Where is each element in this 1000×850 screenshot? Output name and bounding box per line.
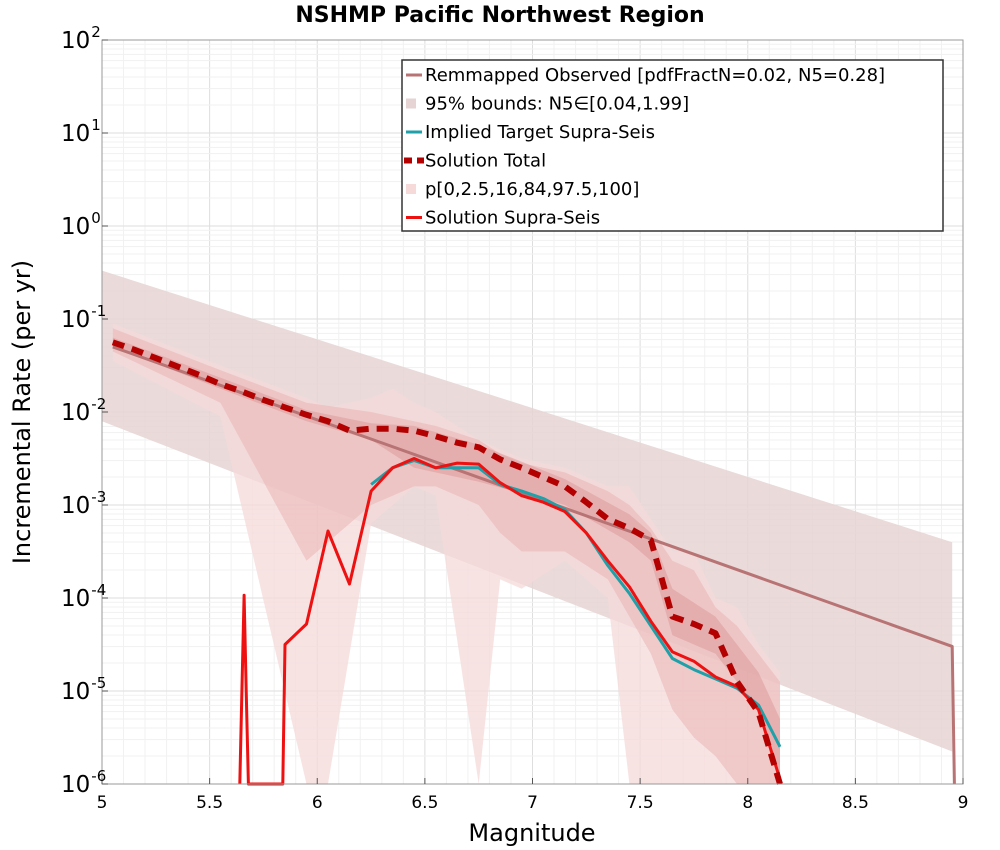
legend-label-supra: Solution Supra-Seis bbox=[425, 208, 600, 229]
x-tick-label: 7.5 bbox=[627, 793, 654, 813]
band-percentile-mid bbox=[112, 328, 781, 784]
x-tick-label: 5.5 bbox=[196, 793, 223, 813]
band-percentile-inner bbox=[112, 337, 781, 775]
x-tick-label: 6 bbox=[312, 793, 323, 813]
legend-label-total: Solution Total bbox=[425, 151, 546, 172]
y-axis-label: Incremental Rate (per yr) bbox=[8, 260, 36, 564]
legend-box bbox=[401, 59, 944, 232]
x-tick-label: 8 bbox=[742, 793, 753, 813]
x-tick-label: 8.5 bbox=[842, 793, 869, 813]
series-lines bbox=[111, 339, 956, 786]
x-tick-label: 9 bbox=[958, 793, 969, 813]
y-tick-label: 10-4 bbox=[61, 581, 106, 612]
x-axis-label: Magnitude bbox=[468, 819, 595, 847]
y-tick-label: 10-1 bbox=[61, 302, 106, 333]
legend-swatch-percentile bbox=[406, 184, 416, 194]
bands bbox=[102, 270, 953, 784]
x-tick-label: 5 bbox=[97, 793, 108, 813]
series-observed bbox=[112, 345, 956, 785]
y-tick-label: 10-3 bbox=[61, 488, 106, 519]
legend-label-bounds95: 95% bounds: N5∈[0.04,1.99] bbox=[425, 94, 689, 115]
series-solution-total bbox=[111, 339, 783, 785]
legend: Remmapped Observed [pdfFractN=0.02, N5=0… bbox=[401, 59, 944, 232]
legend-label-target: Implied Target Supra-Seis bbox=[425, 122, 655, 143]
legend-swatch-bounds95 bbox=[406, 98, 416, 109]
chart-title: NSHMP Pacific Northwest Region bbox=[295, 3, 704, 28]
x-tick-label: 7 bbox=[527, 793, 538, 813]
x-axis-ticks: 5 5.5 6 6.5 7 7.5 8 8.5 9 bbox=[97, 778, 969, 813]
legend-label-observed: Remmapped Observed [pdfFractN=0.02, N5=0… bbox=[425, 65, 885, 86]
x-tick-label: 6.5 bbox=[411, 793, 438, 813]
legend-label-percentile: p[0,2.5,16,84,97.5,100] bbox=[425, 179, 639, 200]
